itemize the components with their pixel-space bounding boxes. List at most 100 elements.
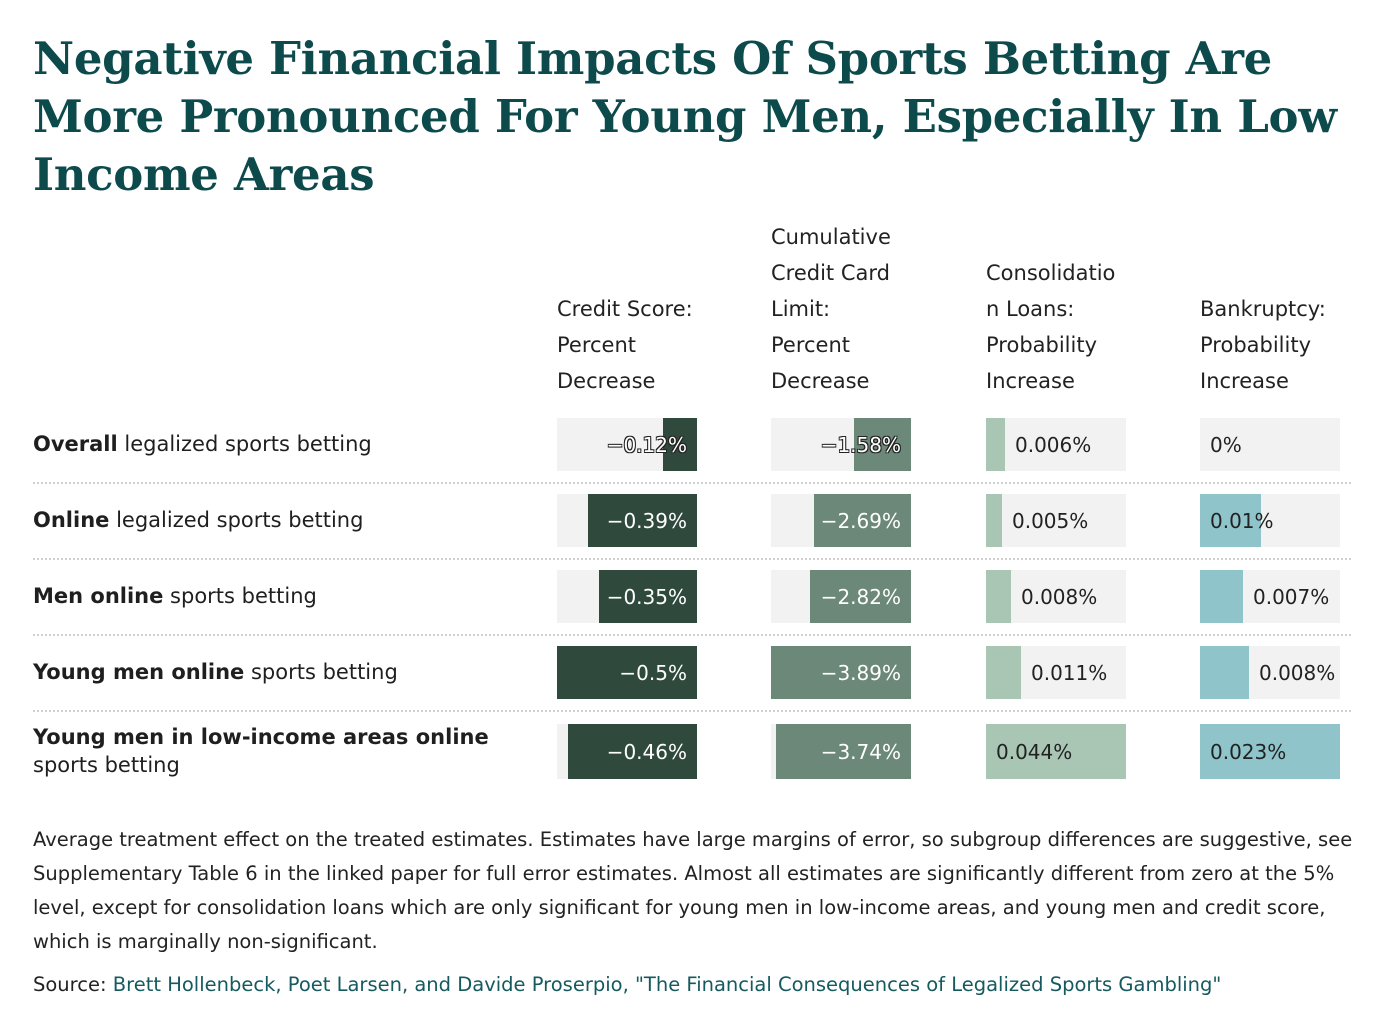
cell-bankruptcy: 0.01% <box>1200 494 1340 547</box>
cell-bankruptcy: 0.008% <box>1200 646 1340 699</box>
value-label: −2.82% <box>820 584 901 609</box>
cell-credit-score: −0.46% <box>557 724 697 779</box>
bar-credit-score <box>588 494 697 547</box>
bar-credit-score <box>568 724 697 779</box>
bar-credit-limit <box>810 570 911 623</box>
cell-credit-limit: −3.74% <box>771 724 911 779</box>
cell-credit-limit: −2.82% <box>771 570 911 623</box>
source-line: Source: Brett Hollenbeck, Poet Larsen, a… <box>33 968 1373 1002</box>
value-label: 0.023% <box>1210 739 1287 764</box>
cell-consolidation: 0.008% <box>986 570 1126 623</box>
column-header-line: Cumulative <box>771 225 891 249</box>
row-label-bold: Young men online <box>33 660 245 684</box>
cell-bankruptcy: 0% <box>1200 418 1340 471</box>
row-label-bold: Men online <box>33 584 164 608</box>
value-label: 0.01% <box>1210 508 1274 533</box>
column-header-line: n Loans: <box>986 297 1075 321</box>
value-label: 0% <box>1210 432 1242 457</box>
bar-consolidation <box>986 724 1126 779</box>
footnote: Average treatment effect on the treated … <box>33 828 1353 953</box>
bar-consolidation <box>986 418 1005 471</box>
value-label: −3.74% <box>820 739 901 764</box>
bar-consolidation <box>986 494 1002 547</box>
bar-bankruptcy <box>1200 494 1261 547</box>
row-label-rest: sports betting <box>33 753 180 777</box>
column-header-consolidation: Consolidatio n Loans: Probability Increase <box>986 255 1115 399</box>
value-label: −3.89% <box>820 660 901 685</box>
column-header-bankruptcy: Bankruptcy: Probability Increase <box>1200 291 1326 399</box>
bar-bankruptcy <box>1200 570 1243 623</box>
column-header-line: Decrease <box>557 369 656 393</box>
chart-title: Negative Financial Impacts Of Sports Bet… <box>33 32 1337 201</box>
cell-credit-score: −0.35% <box>557 570 697 623</box>
cell-credit-score: −0.12% <box>557 418 697 471</box>
value-label: −0.12% <box>606 432 687 457</box>
column-header-line: Probability <box>986 333 1098 357</box>
value-label: 0.006% <box>1015 432 1092 457</box>
value-label: 0.044% <box>996 739 1073 764</box>
bar-bankruptcy <box>1200 724 1340 779</box>
cell-credit-limit: −2.69% <box>771 494 911 547</box>
cell-credit-score: −0.39% <box>557 494 697 547</box>
bar-credit-score <box>557 646 697 699</box>
bar-credit-score <box>599 570 697 623</box>
column-header-line: Increase <box>1200 369 1289 393</box>
row-label: Online legalized sports betting <box>33 506 543 534</box>
row-label-bold: Overall <box>33 432 118 456</box>
value-label: −0.46% <box>606 739 687 764</box>
row-label-rest: sports betting <box>244 660 398 684</box>
row-divider <box>33 482 1351 484</box>
row-divider <box>33 710 1351 712</box>
value-label: −0.35% <box>606 584 687 609</box>
bar-consolidation <box>986 646 1021 699</box>
value-label: 0.008% <box>1259 660 1336 685</box>
bar-consolidation <box>986 570 1011 623</box>
row-label: Young men in low-income areas online spo… <box>33 723 543 779</box>
row-label-bold: Online <box>33 508 110 532</box>
cell-bankruptcy: 0.007% <box>1200 570 1340 623</box>
value-label: 0.008% <box>1021 584 1098 609</box>
value-label: 0.007% <box>1253 584 1330 609</box>
bar-credit-limit <box>814 494 911 547</box>
value-label: −0.5% <box>619 660 687 685</box>
column-header-line: Consolidatio <box>986 261 1116 285</box>
cell-consolidation: 0.005% <box>986 494 1126 547</box>
row-label-rest: legalized sports betting <box>117 432 372 456</box>
column-header-line: Probability <box>1200 333 1312 357</box>
column-header-line: Credit Score: <box>557 297 693 321</box>
row-divider <box>33 558 1351 560</box>
row-label: Overall legalized sports betting <box>33 430 543 458</box>
cell-bankruptcy: 0.023% <box>1200 724 1340 779</box>
row-divider <box>33 634 1351 636</box>
column-header-credit-score: Credit Score: Percent Decrease <box>557 291 693 399</box>
bar-credit-limit <box>776 724 911 779</box>
value-label: −0.39% <box>606 508 687 533</box>
row-label-bold: Young men in low-income areas online <box>33 725 489 749</box>
column-header-line: Decrease <box>771 369 870 393</box>
value-label: −1.58% <box>820 432 901 457</box>
column-header-line: Increase <box>986 369 1075 393</box>
source-link[interactable]: Brett Hollenbeck, Poet Larsen, and David… <box>112 973 1222 996</box>
value-label: 0.011% <box>1031 660 1108 685</box>
row-label-rest: legalized sports betting <box>109 508 364 532</box>
value-label: −2.69% <box>820 508 901 533</box>
bar-bankruptcy <box>1200 646 1249 699</box>
source-prefix: Source: <box>33 973 113 996</box>
column-header-line: Credit Card <box>771 261 890 285</box>
bar-credit-score <box>663 418 697 471</box>
cell-consolidation: 0.011% <box>986 646 1126 699</box>
row-label: Young men online sports betting <box>33 658 543 686</box>
column-header-line: Bankruptcy: <box>1200 297 1326 321</box>
row-label-rest: sports betting <box>163 584 317 608</box>
cell-consolidation: 0.044% <box>986 724 1126 779</box>
bar-credit-limit <box>771 646 911 699</box>
cell-credit-limit: −1.58% <box>771 418 911 471</box>
cell-credit-limit: −3.89% <box>771 646 911 699</box>
bar-credit-limit <box>854 418 911 471</box>
column-header-line: Percent <box>557 333 637 357</box>
column-header-line: Limit: <box>771 297 831 321</box>
cell-credit-score: −0.5% <box>557 646 697 699</box>
cell-consolidation: 0.006% <box>986 418 1126 471</box>
column-header-credit-limit: Cumulative Credit Card Limit: Percent Decrea… <box>771 219 891 399</box>
value-label: 0.005% <box>1012 508 1089 533</box>
